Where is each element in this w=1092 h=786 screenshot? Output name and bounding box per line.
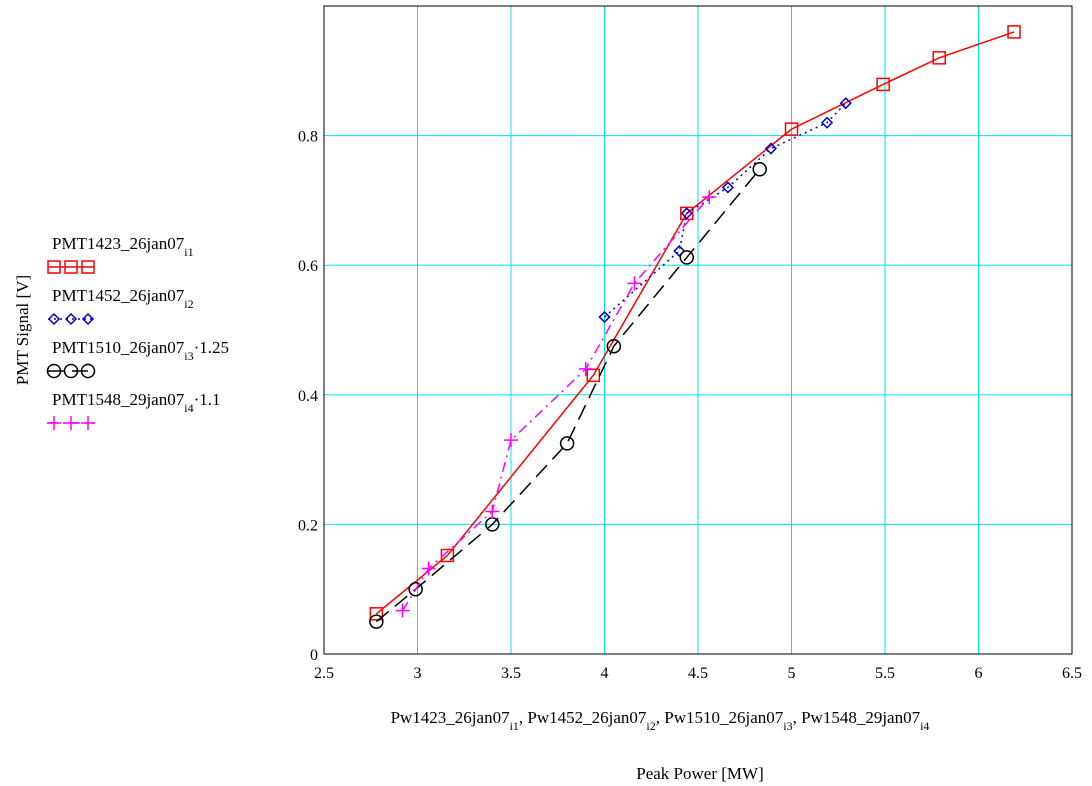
- legend-marker: [64, 312, 78, 326]
- x-axis-label: Peak Power [MW]: [636, 764, 763, 783]
- series-3: [369, 162, 767, 629]
- x-expr-sub: i2: [646, 719, 655, 733]
- data-point: [784, 122, 799, 136]
- legend-entry: PMT1452_26jan07i2: [47, 286, 194, 326]
- x-tick-label: 3.5: [501, 665, 521, 682]
- legend-suffix: ·1.1: [194, 390, 221, 409]
- x-expr-name: Pw1452_26jan07: [527, 708, 647, 727]
- legend-label: PMT1452_26jan07i2: [52, 286, 194, 311]
- legend-marker: [47, 260, 61, 274]
- data-point: [559, 436, 575, 451]
- x-expr-sep: ,: [656, 708, 665, 727]
- legend-sub: i2: [184, 297, 193, 311]
- x-expr-sep: ,: [519, 708, 528, 727]
- y-tick-label: 0.2: [298, 517, 318, 534]
- series-4: [395, 190, 717, 618]
- legend-marker: [63, 363, 79, 379]
- data-point: [598, 310, 611, 324]
- data-point: [369, 614, 384, 629]
- data-point: [421, 561, 436, 576]
- data-point: [485, 504, 500, 519]
- x-expr-sub: i3: [783, 719, 792, 733]
- series-2: [598, 97, 852, 324]
- y-tick-label: 0.8: [298, 129, 318, 146]
- data-point: [369, 607, 384, 621]
- x-tick-label: 6.5: [1062, 665, 1082, 682]
- x-axis-expression: Pw1423_26jan07i1, Pw1452_26jan07i2, Pw15…: [391, 708, 930, 733]
- legend-name: PMT1452_26jan07: [52, 286, 185, 305]
- x-expr-sep: ,: [793, 708, 802, 727]
- legend: PMT1423_26jan07i1 PMT1452_26jan07i2 PMT151…: [46, 234, 229, 430]
- legend-marker: [64, 416, 78, 430]
- data-point: [932, 51, 946, 65]
- x-tick-label: 6: [975, 665, 983, 682]
- legend-sub: i4: [184, 401, 193, 415]
- data-point: [627, 276, 642, 291]
- series-layer: [369, 25, 1021, 629]
- data-point: [820, 116, 834, 129]
- data-point: [702, 190, 717, 205]
- legend-name: PMT1510_26jan07: [52, 338, 185, 357]
- series-line: [401, 196, 710, 611]
- data-point: [680, 207, 693, 220]
- legend-sub: i1: [184, 245, 193, 259]
- data-point: [679, 250, 695, 265]
- series-line: [375, 31, 1015, 615]
- x-tick-label: 5: [788, 665, 796, 682]
- data-point: [673, 244, 686, 258]
- x-expr-sub: i1: [510, 719, 519, 733]
- x-tick-label: 4.5: [688, 665, 708, 682]
- x-tick-label: 2.5: [314, 665, 334, 682]
- y-tick-labels: 0 0.2 0.4 0.6 0.8: [298, 129, 318, 664]
- data-point: [606, 338, 622, 354]
- data-point: [876, 77, 890, 92]
- legend-marker: [46, 363, 62, 379]
- legend-marker: [47, 416, 61, 430]
- data-point: [578, 361, 593, 376]
- data-point: [504, 433, 518, 448]
- data-point: [408, 581, 423, 597]
- data-point: [1007, 25, 1021, 39]
- legend-marker: [81, 416, 95, 430]
- plot-frame: [323, 5, 1073, 655]
- series-1: [369, 25, 1021, 621]
- y-tick-label: 0: [310, 647, 318, 664]
- data-point: [440, 548, 455, 563]
- x-expr-sub: i4: [920, 719, 929, 733]
- legend-entry: PMT1423_26jan07i1: [47, 234, 194, 274]
- legend-marker: [80, 363, 96, 379]
- legend-name: PMT1548_29jan07: [52, 390, 185, 409]
- x-expr-name: Pw1548_29jan07: [801, 708, 921, 727]
- legend-marker: [81, 260, 95, 274]
- y-axis-label: PMT Signal [V]: [13, 275, 32, 385]
- series-line: [604, 102, 847, 318]
- legend-entry: PMT1548_29jan07i4·1.1: [47, 390, 221, 430]
- x-tick-label: 4: [601, 665, 609, 682]
- legend-marker: [81, 312, 95, 326]
- y-tick-label: 0.4: [298, 388, 318, 405]
- data-point: [395, 603, 410, 618]
- x-expr-name: Pw1423_26jan07: [391, 708, 511, 727]
- legend-name: PMT1423_26jan07: [52, 234, 185, 253]
- x-tick-label: 3: [414, 665, 422, 682]
- data-point: [764, 142, 777, 155]
- series-line: [375, 168, 761, 623]
- legend-entry: PMT1510_26jan07i3·1.25: [46, 338, 229, 379]
- data-point: [752, 162, 767, 177]
- legend-marker: [47, 312, 61, 326]
- x-expr-name: Pw1510_26jan07: [664, 708, 784, 727]
- legend-label: PMT1510_26jan07i3·1.25: [52, 338, 229, 363]
- grid: [324, 6, 1072, 654]
- legend-label: PMT1548_29jan07i4·1.1: [52, 390, 221, 415]
- x-tick-label: 5.5: [875, 665, 895, 682]
- x-tick-labels: 2.5 3 3.5 4 4.5 5 5.5 6 6.5: [314, 665, 1082, 682]
- legend-label: PMT1423_26jan07i1: [52, 234, 194, 259]
- legend-marker: [64, 260, 78, 274]
- y-tick-label: 0.6: [298, 258, 318, 275]
- data-point: [721, 181, 734, 194]
- data-point: [839, 97, 852, 110]
- legend-suffix: ·1.25: [194, 338, 229, 357]
- legend-sub: i3: [184, 349, 193, 363]
